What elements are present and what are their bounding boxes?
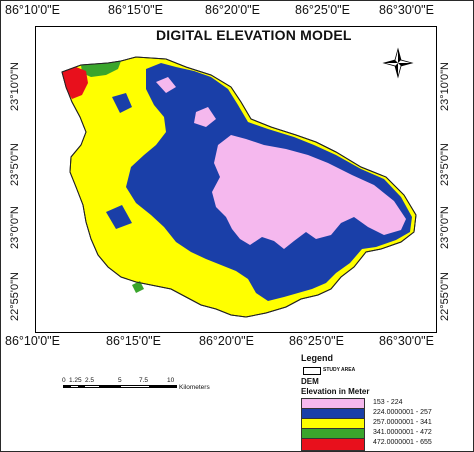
scale-tick-label: 1.25 [69,377,82,384]
class5-swatch [301,438,365,451]
bottom-coord-label: 86°20'0"E [199,334,254,348]
class1-region [156,77,176,93]
right-coord-label: 23°10'0"N [439,62,451,111]
class1-region [194,107,216,127]
right-coord-label: 22°55'0"N [439,272,451,321]
scale-tick-label: 7.5 [139,377,149,384]
top-coord-label: 86°20'0"E [205,3,260,17]
left-coord-label: 23°10'0"N [9,62,21,111]
class1-label: 153 - 224 [373,399,403,406]
scale-tick-label: 5 [118,377,122,384]
north-arrow-icon [382,47,414,79]
class1-region [212,135,406,249]
bottom-coord-label: 86°30'0"E [379,334,434,348]
class4-label: 341.0000001 - 472 [373,429,432,436]
right-coord-label: 23°5'0"N [439,143,451,186]
top-coord-label: 86°25'0"E [295,3,350,17]
map-area [35,26,437,333]
study-area-label: STUDY AREA [323,367,356,373]
class5-label: 472.0000001 - 655 [373,439,432,446]
class4-region [132,281,144,293]
left-coord-label: 23°5'0"N [9,143,21,186]
elevation-map [61,47,417,318]
legend-title: Legend [301,353,334,363]
bottom-coord-label: 86°10'0"E [5,334,60,348]
dem-label: DEM [301,377,319,386]
left-coord-label: 23°0'0"N [9,206,21,249]
top-coord-label: 86°10'0"E [5,3,60,17]
bottom-coord-label: 86°25'0"E [289,334,344,348]
top-coord-label: 86°15'0"E [108,3,163,17]
scale-tick-label: 0 [62,377,66,384]
bottom-coord-label: 86°15'0"E [106,334,161,348]
class2-label: 224.0000001 - 257 [373,409,432,416]
class3-label: 257.0000001 - 341 [373,419,432,426]
scale-tick-label: 2.5 [85,377,95,384]
top-coord-label: 86°30'0"E [379,3,434,17]
scale-tick-label: 10 [167,377,175,384]
map-title: DIGITAL ELEVATION MODEL [156,27,352,43]
scale-unit: Kilometers [179,384,210,391]
class4-region [81,61,121,77]
study-area-swatch [303,367,321,375]
class2-region [106,205,132,229]
class2-region [112,93,132,113]
class5-region [62,67,88,99]
left-coord-label: 22°55'0"N [9,272,21,321]
right-coord-label: 23°0'0"N [439,206,451,249]
elevation-subtitle: Elevation in Meter [301,387,370,396]
